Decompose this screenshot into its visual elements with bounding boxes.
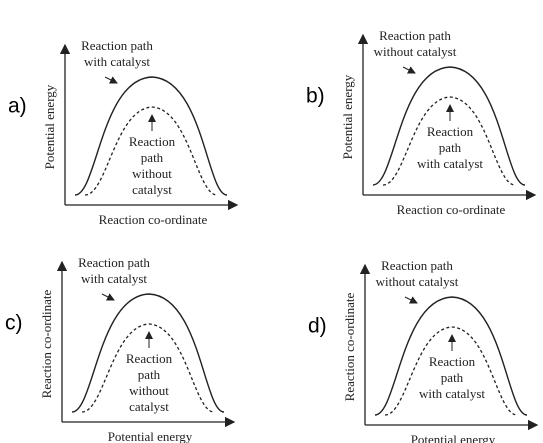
upper-label: with catalyst xyxy=(81,271,147,286)
upper-arrow xyxy=(104,76,118,84)
y-axis-label: Reaction co-ordinate xyxy=(342,292,357,401)
lower-label: path xyxy=(141,150,164,165)
lower-label: Reaction xyxy=(427,124,474,139)
panel-letter: a) xyxy=(8,95,27,118)
upper-arrow xyxy=(101,293,115,301)
lower-label: path xyxy=(138,367,161,382)
x-axis-label: Potential energy xyxy=(108,429,193,443)
panel-letter: c) xyxy=(5,312,23,335)
panel-letter: d) xyxy=(308,315,327,338)
upper-label: Reaction path xyxy=(379,28,451,43)
upper-label: Reaction path xyxy=(81,38,153,53)
upper-label: without catalyst xyxy=(376,274,459,289)
x-axis-label: Potential energy xyxy=(411,432,496,443)
panel-letter: b) xyxy=(306,85,325,108)
lower-label: Reaction xyxy=(429,354,476,369)
y-axis-label: Reaction co-ordinate xyxy=(39,289,54,398)
lower-label: catalyst xyxy=(129,399,169,414)
lower-label: without xyxy=(132,166,172,181)
lower-label: Reaction xyxy=(129,134,176,149)
lower-label: catalyst xyxy=(132,182,172,197)
upper-label: Reaction path xyxy=(78,255,150,270)
upper-label: without catalyst xyxy=(374,44,457,59)
x-axis-label: Reaction co-ordinate xyxy=(397,202,506,217)
y-axis-label: Potential energy xyxy=(340,74,355,159)
lower-label: with catalyst xyxy=(419,386,485,401)
lower-label: path xyxy=(439,140,462,155)
y-axis-label: Potential energy xyxy=(42,84,57,169)
upper-label: Reaction path xyxy=(381,258,453,273)
upper-arrow xyxy=(402,66,416,74)
curve-solid xyxy=(71,293,225,413)
curve-dashed xyxy=(81,323,215,413)
lower-label: without xyxy=(129,383,169,398)
curve-dashed xyxy=(382,96,516,186)
x-axis-label: Reaction co-ordinate xyxy=(99,212,208,227)
curve-dashed xyxy=(384,326,518,416)
curve-solid xyxy=(372,66,526,186)
lower-label: path xyxy=(441,370,464,385)
lower-label: with catalyst xyxy=(417,156,483,171)
curve-solid xyxy=(74,76,228,196)
lower-label: Reaction xyxy=(126,351,173,366)
curve-solid xyxy=(374,296,528,416)
upper-arrow xyxy=(404,296,418,304)
curve-dashed xyxy=(84,106,218,196)
upper-label: with catalyst xyxy=(84,54,150,69)
